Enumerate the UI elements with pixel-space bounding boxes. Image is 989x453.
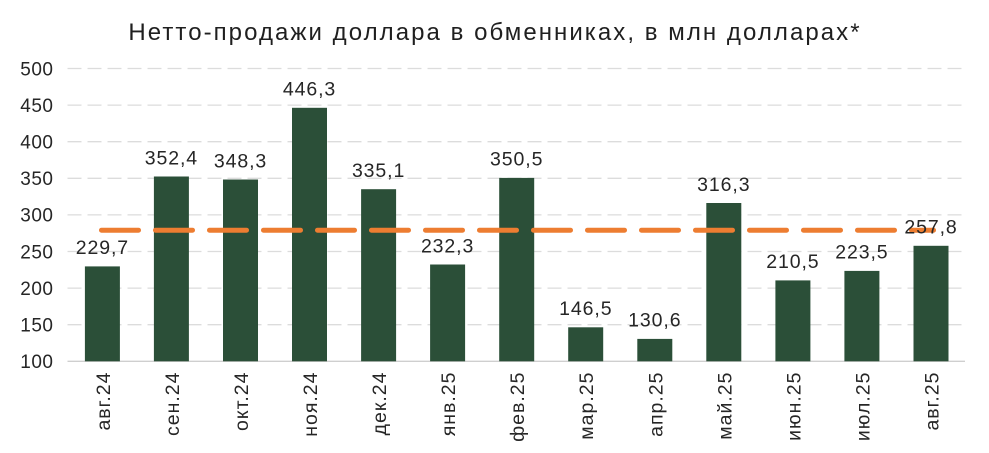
- svg-text:348,3: 348,3: [214, 150, 267, 172]
- svg-text:июн.25: июн.25: [783, 372, 805, 441]
- svg-text:янв.25: янв.25: [438, 371, 460, 436]
- svg-text:авг.24: авг.24: [93, 372, 115, 431]
- svg-text:300: 300: [20, 206, 53, 227]
- svg-text:450: 450: [20, 96, 53, 117]
- svg-text:апр.25: апр.25: [645, 372, 667, 437]
- svg-text:200: 200: [20, 279, 53, 300]
- svg-text:223,5: 223,5: [835, 242, 888, 264]
- svg-text:257,8: 257,8: [904, 217, 957, 239]
- svg-text:446,3: 446,3: [283, 79, 336, 101]
- svg-text:210,5: 210,5: [766, 251, 819, 273]
- svg-text:350,5: 350,5: [490, 149, 543, 171]
- svg-text:сен.24: сен.24: [162, 372, 184, 436]
- svg-text:Нетто-продажи доллара в обменн: Нетто-продажи доллара в обменниках, в мл…: [128, 19, 861, 46]
- svg-text:окт.24: окт.24: [231, 372, 253, 431]
- svg-text:400: 400: [20, 133, 53, 154]
- svg-text:дек.24: дек.24: [369, 372, 391, 436]
- svg-text:июл.25: июл.25: [852, 372, 874, 442]
- svg-text:146,5: 146,5: [559, 298, 612, 320]
- svg-text:232,3: 232,3: [421, 235, 474, 257]
- svg-text:352,4: 352,4: [145, 147, 198, 169]
- svg-text:335,1: 335,1: [352, 160, 405, 182]
- svg-text:250: 250: [20, 242, 53, 263]
- svg-text:100: 100: [20, 352, 53, 373]
- svg-text:130,6: 130,6: [628, 310, 681, 332]
- svg-text:229,7: 229,7: [76, 237, 129, 259]
- svg-text:мар.25: мар.25: [576, 372, 598, 440]
- svg-text:500: 500: [20, 59, 53, 80]
- svg-text:фев.25: фев.25: [507, 372, 529, 442]
- svg-text:316,3: 316,3: [697, 174, 750, 196]
- svg-text:ноя.24: ноя.24: [300, 372, 322, 437]
- svg-text:350: 350: [20, 169, 53, 190]
- svg-text:май.25: май.25: [714, 372, 736, 440]
- svg-text:авг.25: авг.25: [922, 372, 944, 431]
- svg-text:150: 150: [20, 316, 53, 337]
